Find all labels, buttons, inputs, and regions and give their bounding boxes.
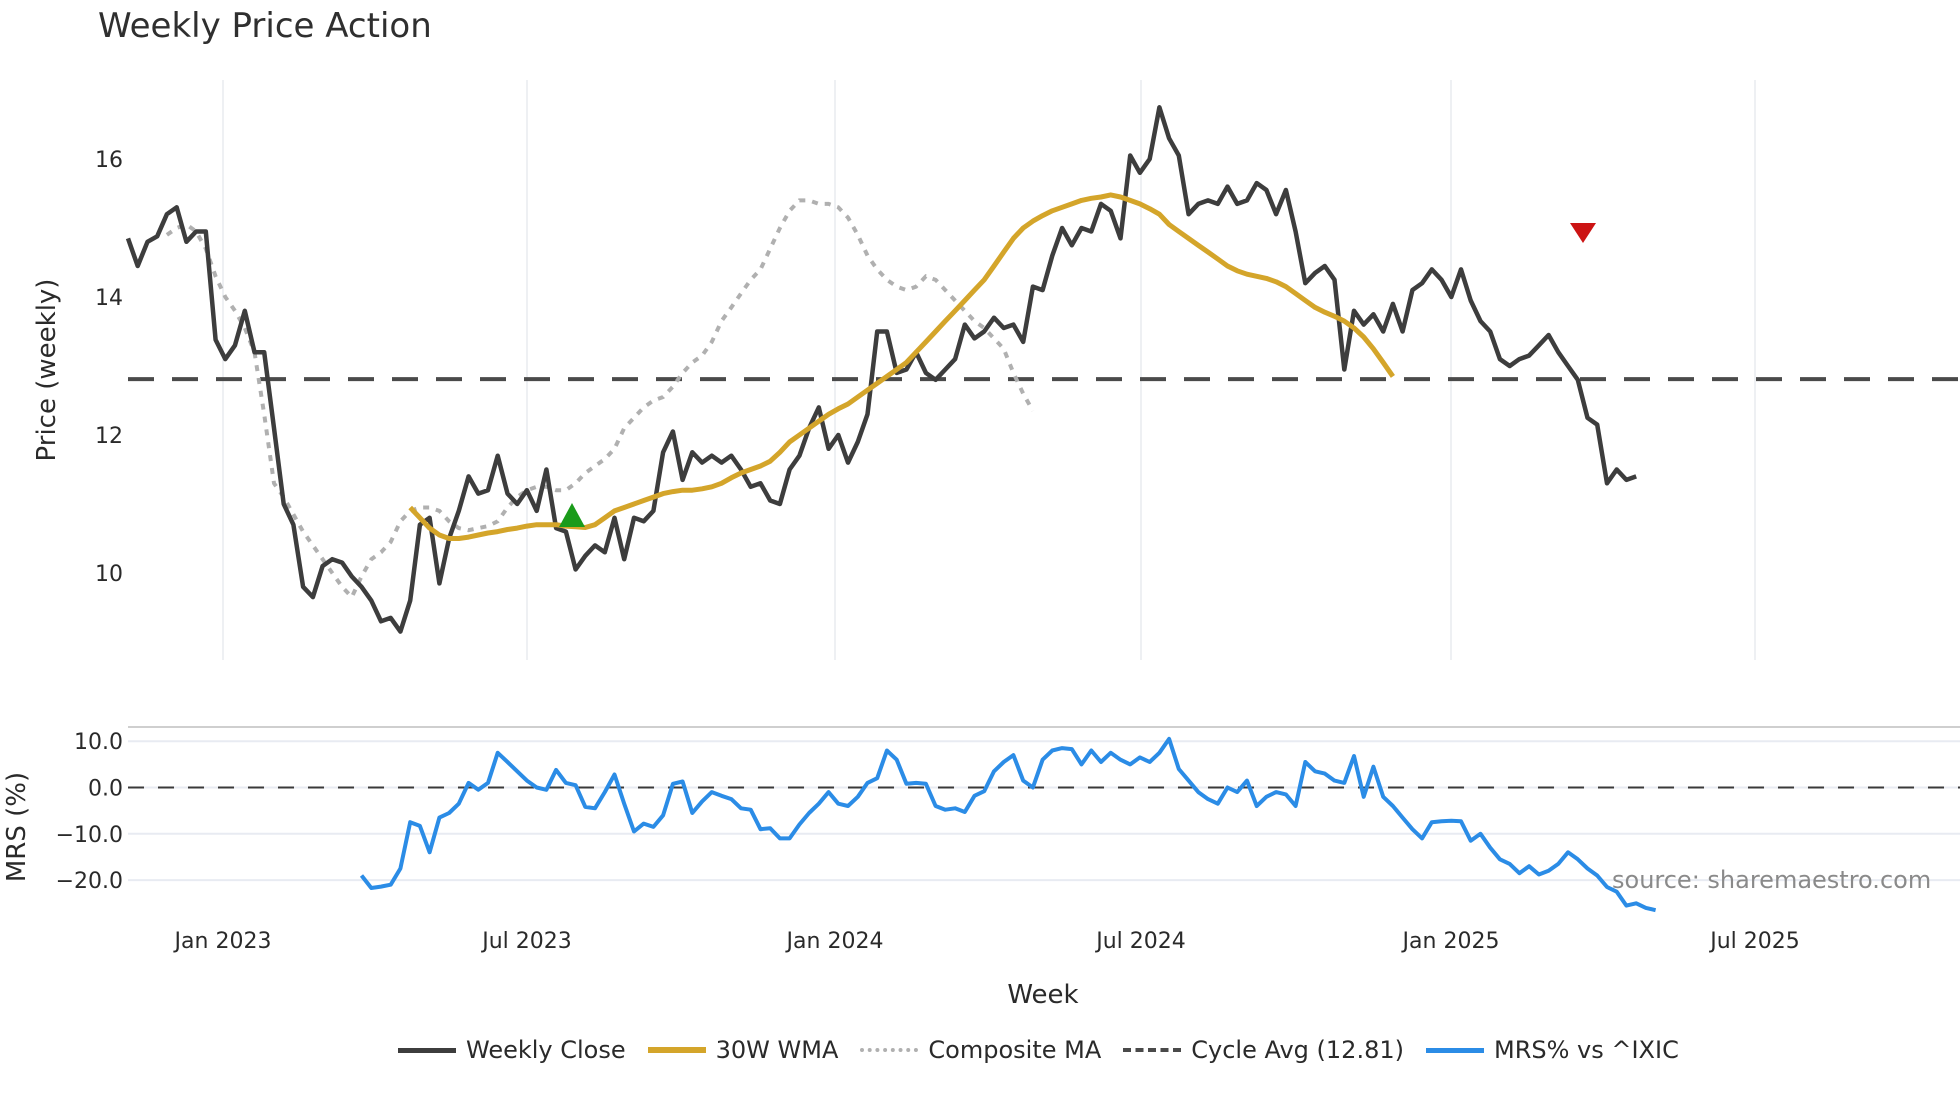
legend-item-cycle-avg[interactable]: Cycle Avg (12.81) [1123, 1036, 1404, 1064]
legend-item-composite-ma[interactable]: Composite MA [860, 1036, 1101, 1064]
legend-label: Composite MA [928, 1036, 1102, 1064]
legend-label: Cycle Avg (12.81) [1191, 1036, 1404, 1064]
dashed-line-icon [1123, 1048, 1182, 1052]
price-tick: 14 [95, 286, 123, 311]
sell-signal-triangle-icon [1570, 223, 1596, 243]
x-axis-label: Week [1007, 980, 1078, 1010]
mrs-tick: 0.0 [88, 777, 123, 802]
mrs-tick: 10.0 [74, 730, 123, 755]
price-series [125, 105, 1960, 634]
legend-label: Weekly Close [466, 1036, 626, 1064]
signal-markers [559, 223, 1596, 527]
source-watermark: source: sharemaestro.com [1612, 866, 1932, 894]
mrs-axis-label: MRS (%) [2, 772, 32, 882]
dotted-line-icon [860, 1048, 919, 1052]
x-tick: Jan 2025 [1401, 929, 1500, 954]
price-axis-label: Price (weekly) [32, 279, 62, 462]
price-tick: 16 [95, 148, 123, 173]
mrs-series [359, 736, 1657, 913]
x-tick: Jan 2024 [785, 929, 884, 954]
weekly-close-line [125, 105, 1637, 634]
solid-line-icon [647, 1047, 706, 1053]
x-tick: Jul 2025 [1708, 929, 1800, 954]
legend-item-30w-wma[interactable]: 30W WMA [647, 1036, 839, 1064]
solid-line-icon [1425, 1047, 1484, 1053]
legend-label: 30W WMA [715, 1036, 839, 1064]
legend-item-weekly-close[interactable]: Weekly Close [398, 1036, 626, 1064]
legend-item-mrs[interactable]: MRS% vs ^IXIC [1425, 1036, 1679, 1064]
mrs-line [359, 736, 1657, 913]
mrs-y-axis: 10.0 0.0 −10.0 −20.0 [56, 730, 123, 894]
buy-signal-triangle-icon [559, 503, 585, 527]
mrs-tick: −10.0 [56, 823, 123, 848]
x-axis: Jan 2023 Jul 2023 Jan 2024 Jul 2024 Jan 2025… [173, 929, 1800, 954]
composite-ma-line [165, 198, 1035, 601]
legend: Weekly Close 30W WMA Composite MA Cycle … [398, 1036, 1679, 1064]
legend-label: MRS% vs ^IXIC [1493, 1036, 1679, 1064]
wma-line [408, 192, 1395, 541]
x-tick: Jan 2023 [173, 929, 272, 954]
chart-title: Weekly Price Action [98, 6, 432, 46]
solid-line-icon [398, 1047, 456, 1053]
price-tick: 12 [95, 424, 123, 449]
x-tick: Jul 2023 [480, 929, 572, 954]
price-tick: 10 [95, 562, 123, 587]
x-tick: Jul 2024 [1094, 929, 1186, 954]
price-y-axis: 16 14 12 10 [95, 148, 123, 587]
mrs-tick: −20.0 [56, 869, 123, 894]
